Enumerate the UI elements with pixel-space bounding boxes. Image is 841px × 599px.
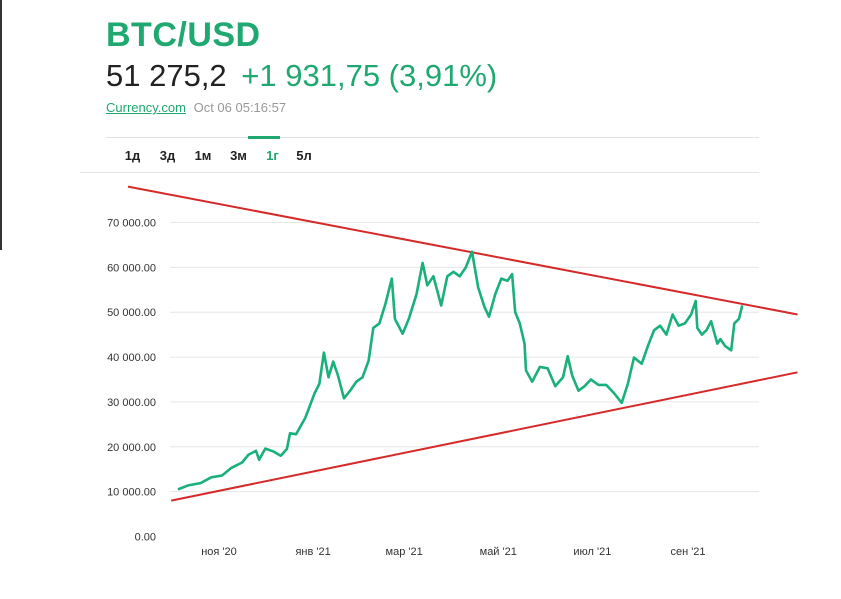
tab-3m[interactable]: 3м xyxy=(230,148,247,163)
x-tick-label: ноя '20 xyxy=(201,546,237,558)
y-tick-label: 30 000.00 xyxy=(107,397,156,409)
pair-title: BTC/USD xyxy=(106,16,261,54)
top-divider xyxy=(106,137,759,138)
left-edge-line xyxy=(0,0,2,250)
x-tick-label: июл '21 xyxy=(573,546,611,558)
grid-lines xyxy=(170,222,759,493)
trendline xyxy=(170,371,798,502)
x-tick-label: мар '21 xyxy=(386,546,423,558)
tab-3d[interactable]: 3д xyxy=(159,148,176,163)
y-tick-label: 20 000.00 xyxy=(107,442,156,454)
tab-1d[interactable]: 1д xyxy=(124,148,141,163)
y-tick-label: 40 000.00 xyxy=(107,352,156,364)
trendline xyxy=(127,185,798,316)
y-tick-label: 60 000.00 xyxy=(107,262,156,274)
y-tick-label: 0.00 xyxy=(135,532,156,544)
timestamp: Oct 06 05:16:57 xyxy=(193,100,287,115)
price-change: +1 931,75 (3,91%) xyxy=(241,58,498,93)
current-price: 51 275,2 xyxy=(106,58,227,93)
series-line xyxy=(177,250,744,491)
tabs-divider xyxy=(80,172,759,173)
price-row: 51 275,2 +1 931,75 (3,91%) xyxy=(106,58,497,94)
source-row: Currency.com Oct 06 05:16:57 xyxy=(106,100,286,115)
y-tick-label: 70 000.00 xyxy=(107,218,156,230)
x-tick-label: май '21 xyxy=(480,546,517,558)
active-tab-indicator xyxy=(248,136,280,139)
trendlines xyxy=(127,185,798,502)
tab-5y[interactable]: 5л xyxy=(296,148,312,163)
period-tabs: 1д 3д 1м 3м 1г 5л xyxy=(115,148,319,163)
y-tick-label: 50 000.00 xyxy=(107,307,156,319)
x-axis-labels: ноя '20 янв '21 мар '21 май '21 июл '21 сен '… xyxy=(201,546,705,558)
source-link[interactable]: Currency.com xyxy=(106,100,186,115)
y-axis-labels: 0.00 10 000.00 20 000.00 30 000.00 40 000.00… xyxy=(107,218,156,544)
series-layer xyxy=(177,250,744,491)
x-tick-label: сен '21 xyxy=(670,546,705,558)
x-tick-label: янв '21 xyxy=(295,546,330,558)
y-tick-label: 10 000.00 xyxy=(107,487,156,499)
tab-1m[interactable]: 1м xyxy=(194,148,212,163)
tab-1y[interactable]: 1г xyxy=(266,148,279,163)
